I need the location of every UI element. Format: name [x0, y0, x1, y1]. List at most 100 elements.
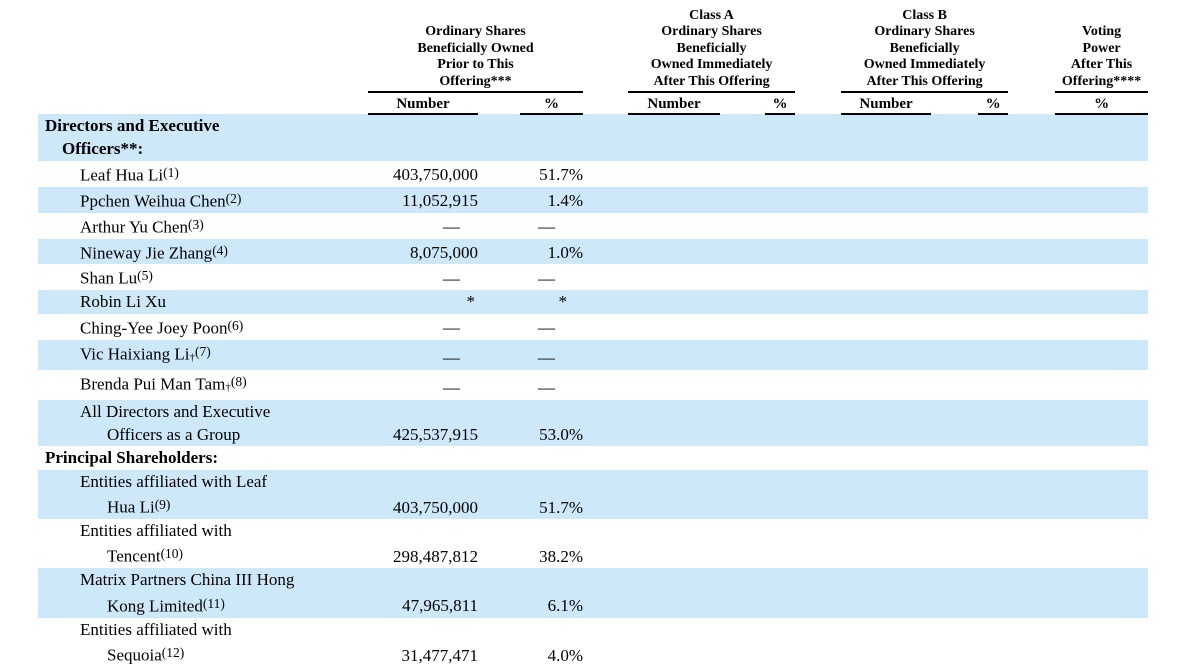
column-gap: [583, 370, 628, 400]
column-gap: [795, 618, 841, 667]
column-gap: [931, 161, 978, 187]
column-gap: [720, 114, 766, 161]
colgroup-class-a: Class A Ordinary Shares Beneficially Own…: [628, 8, 796, 94]
shareholder-name-cell: Arthur Yu Chen(3): [38, 213, 368, 239]
column-gap: [1008, 399, 1056, 447]
cell-classA-pct: [765, 399, 796, 447]
cell-classA-number: [628, 469, 721, 520]
cell-voting-pct: [1055, 469, 1149, 520]
name-line: Hua Li(9): [107, 497, 171, 517]
class-b-pct-header: %: [978, 92, 1009, 116]
table-row: Entities affiliated with Leaf Hua Li(9) 40…: [38, 469, 1149, 520]
cell-classA-number: [628, 114, 721, 161]
name-column-header: [38, 92, 368, 114]
column-gap: [478, 161, 520, 187]
column-gap: [931, 238, 979, 265]
name-line: Vic Haixiang Li†(7): [80, 343, 211, 364]
cell-classA-pct: [765, 213, 795, 239]
column-gap: [1008, 446, 1055, 469]
cell-classA-pct: [765, 314, 795, 340]
column-gap: [583, 519, 628, 568]
cell-classB-pct: [978, 161, 1008, 187]
column-gap: [720, 519, 765, 568]
column-gap: [478, 519, 520, 568]
column-gap: [583, 446, 628, 469]
name-line: Nineway Jie Zhang(4): [80, 242, 228, 263]
name-line: Shan Lu(5): [80, 268, 153, 288]
cell-prior-pct: *: [520, 290, 584, 314]
column-gap: [1008, 213, 1055, 239]
column-gap: [795, 469, 842, 520]
footnote-ref: (11): [202, 595, 225, 611]
cell-prior-number: [368, 446, 478, 469]
column-gap: [795, 370, 841, 400]
column-gap: [478, 186, 520, 213]
column-gap: [478, 92, 520, 114]
cell-classB-pct: [978, 339, 1009, 370]
column-gap: [1008, 339, 1056, 370]
cell-prior-pct: —: [520, 339, 584, 370]
column-gap: [720, 186, 766, 213]
cell-prior-pct: 4.0%: [547, 645, 584, 665]
cell-classB-number: [841, 213, 931, 239]
table-row: Ppchen Weihua Chen(2) 11,052,915 1.4%: [38, 186, 1149, 213]
shareholder-name-cell: Vic Haixiang Li†(7): [38, 339, 368, 370]
cell-classB-number: [841, 519, 931, 568]
cell-prior-number: —: [443, 318, 460, 338]
shareholder-name-cell: Brenda Pui Man Tam†(8): [38, 370, 368, 400]
name-line: Officers**:: [62, 139, 144, 159]
column-gap: [478, 399, 520, 447]
column-gap: [720, 290, 766, 314]
cell-classA-number: [628, 370, 720, 400]
table-row: Entities affiliated with Sequoia(12) 31,47…: [38, 618, 1148, 667]
header-group-row: Ordinary Shares Beneficially Owned Prior…: [38, 8, 1149, 94]
column-gap: [795, 519, 841, 568]
table-row: Robin Li Xu * *: [38, 290, 1149, 314]
column-gap: [1008, 370, 1055, 400]
cell-classB-pct: [978, 238, 1009, 265]
column-gap: [720, 161, 765, 187]
name-line: Sequoia(12): [107, 645, 185, 665]
cell-prior-number: 8,075,000: [368, 238, 478, 265]
column-gap: [583, 399, 629, 447]
column-gap: [1008, 618, 1055, 667]
name-line: Directors and Executive: [45, 116, 220, 136]
footnote-ref: (8): [230, 373, 247, 389]
column-gap: [720, 339, 766, 370]
cell-classB-number: [841, 114, 932, 161]
cell-classB-pct: [978, 114, 1009, 161]
column-gap: [795, 314, 841, 340]
table-row: Shan Lu(5) — —: [38, 264, 1148, 290]
cell-classA-number: [628, 399, 721, 447]
cell-classB-pct: [978, 446, 1008, 469]
cell-classB-pct: [978, 568, 1009, 618]
cell-voting-pct: [1055, 213, 1148, 239]
footnote-ref: (2): [225, 190, 242, 206]
shareholder-name-cell: Nineway Jie Zhang(4): [38, 238, 368, 265]
cell-prior-number: 298,487,812: [393, 546, 478, 566]
column-gap: [1008, 290, 1056, 314]
name-line: Arthur Yu Chen(3): [80, 216, 204, 237]
shareholder-name-cell: Entities affiliated with Leaf Hua Li(9): [38, 469, 368, 520]
cell-voting-pct: [1055, 161, 1148, 187]
name-line: Principal Shareholders:: [45, 448, 218, 468]
column-gap: [931, 290, 979, 314]
cell-classA-number: [628, 264, 720, 290]
cell-classB-number: [841, 290, 932, 314]
cell-classA-number: [628, 238, 721, 265]
cell-classB-number: [841, 399, 932, 447]
header-sub-row: Number % Number % Number % %: [38, 92, 1149, 116]
cell-prior-number: —: [443, 268, 460, 288]
cell-classA-pct: [765, 618, 795, 667]
cell-classA-pct: [765, 186, 796, 213]
cell-voting-pct: [1055, 399, 1149, 447]
column-gap: [1008, 568, 1056, 618]
column-gap: [931, 186, 979, 213]
shareholder-name-cell: Entities affiliated with Tencent(10): [38, 519, 368, 568]
cell-classA-number: [628, 213, 720, 239]
cell-classB-pct: [978, 290, 1009, 314]
column-gap: [478, 114, 520, 161]
cell-prior-number: 47,965,811: [368, 568, 478, 618]
column-gap: [478, 238, 520, 265]
name-line: Entities affiliated with: [80, 521, 232, 541]
